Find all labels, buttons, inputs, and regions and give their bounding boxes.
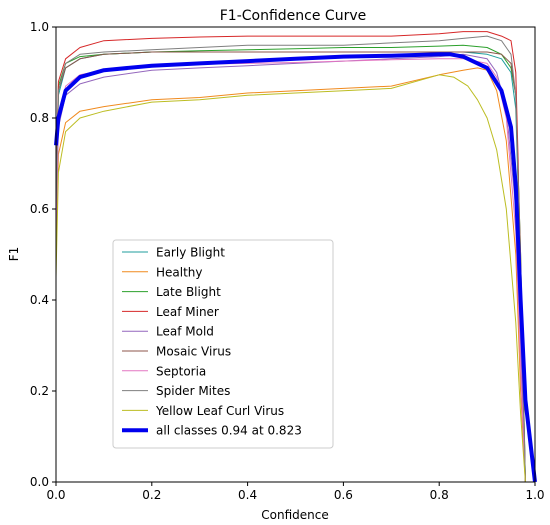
x-tick-label: 0.4 [238,488,257,502]
legend-box [112,239,334,449]
y-tick-label: 0.6 [30,202,49,216]
legend-label-9: all classes 0.94 at 0.823 [156,424,302,438]
y-axis-label: F1 [7,247,21,262]
plot-lines [54,31,537,483]
legend-label-4: Leaf Mold [156,325,214,339]
series-line-7 [55,35,526,483]
plot-frame [55,26,536,483]
legend: Early Blight Healthy Late Blight Leaf Miner… [112,239,334,449]
series-line-2 [55,44,526,483]
series-line-9 [54,52,537,483]
y-tick-label: 0.8 [30,111,49,125]
y-axis-ticks: 0.0 0.2 0.4 0.6 0.8 1.0 [30,20,56,489]
series-line-6 [55,58,526,483]
x-tick-label: 0.2 [142,488,161,502]
legend-label-2: Late Blight [156,285,221,299]
legend-label-5: Mosaic Virus [156,345,231,359]
x-tick-label: 1.0 [525,488,544,502]
y-tick-label: 0.4 [30,293,49,307]
x-tick-label: 0.8 [430,488,449,502]
legend-label-6: Septoria [156,364,206,378]
legend-label-8: Yellow Leaf Curl Virus [155,404,284,418]
y-tick-label: 0.0 [30,475,49,489]
x-tick-label: 0.0 [46,488,65,502]
series-line-8 [55,74,526,483]
series-line-3 [55,31,526,483]
y-tick-label: 0.2 [30,384,49,398]
legend-label-0: Early Blight [156,246,225,260]
x-axis-ticks: 0.0 0.2 0.4 0.6 0.8 1.0 [46,482,545,502]
y-tick-label: 1.0 [30,20,49,34]
legend-label-7: Spider Mites [156,384,230,398]
series-line-1 [55,67,526,483]
chart-title: F1-Confidence Curve [220,8,366,24]
x-axis-label: Confidence [261,508,328,522]
legend-label-3: Leaf Miner [156,305,219,319]
series-line-5 [55,51,526,483]
x-tick-label: 0.6 [334,488,353,502]
legend-label-1: Healthy [156,265,203,279]
